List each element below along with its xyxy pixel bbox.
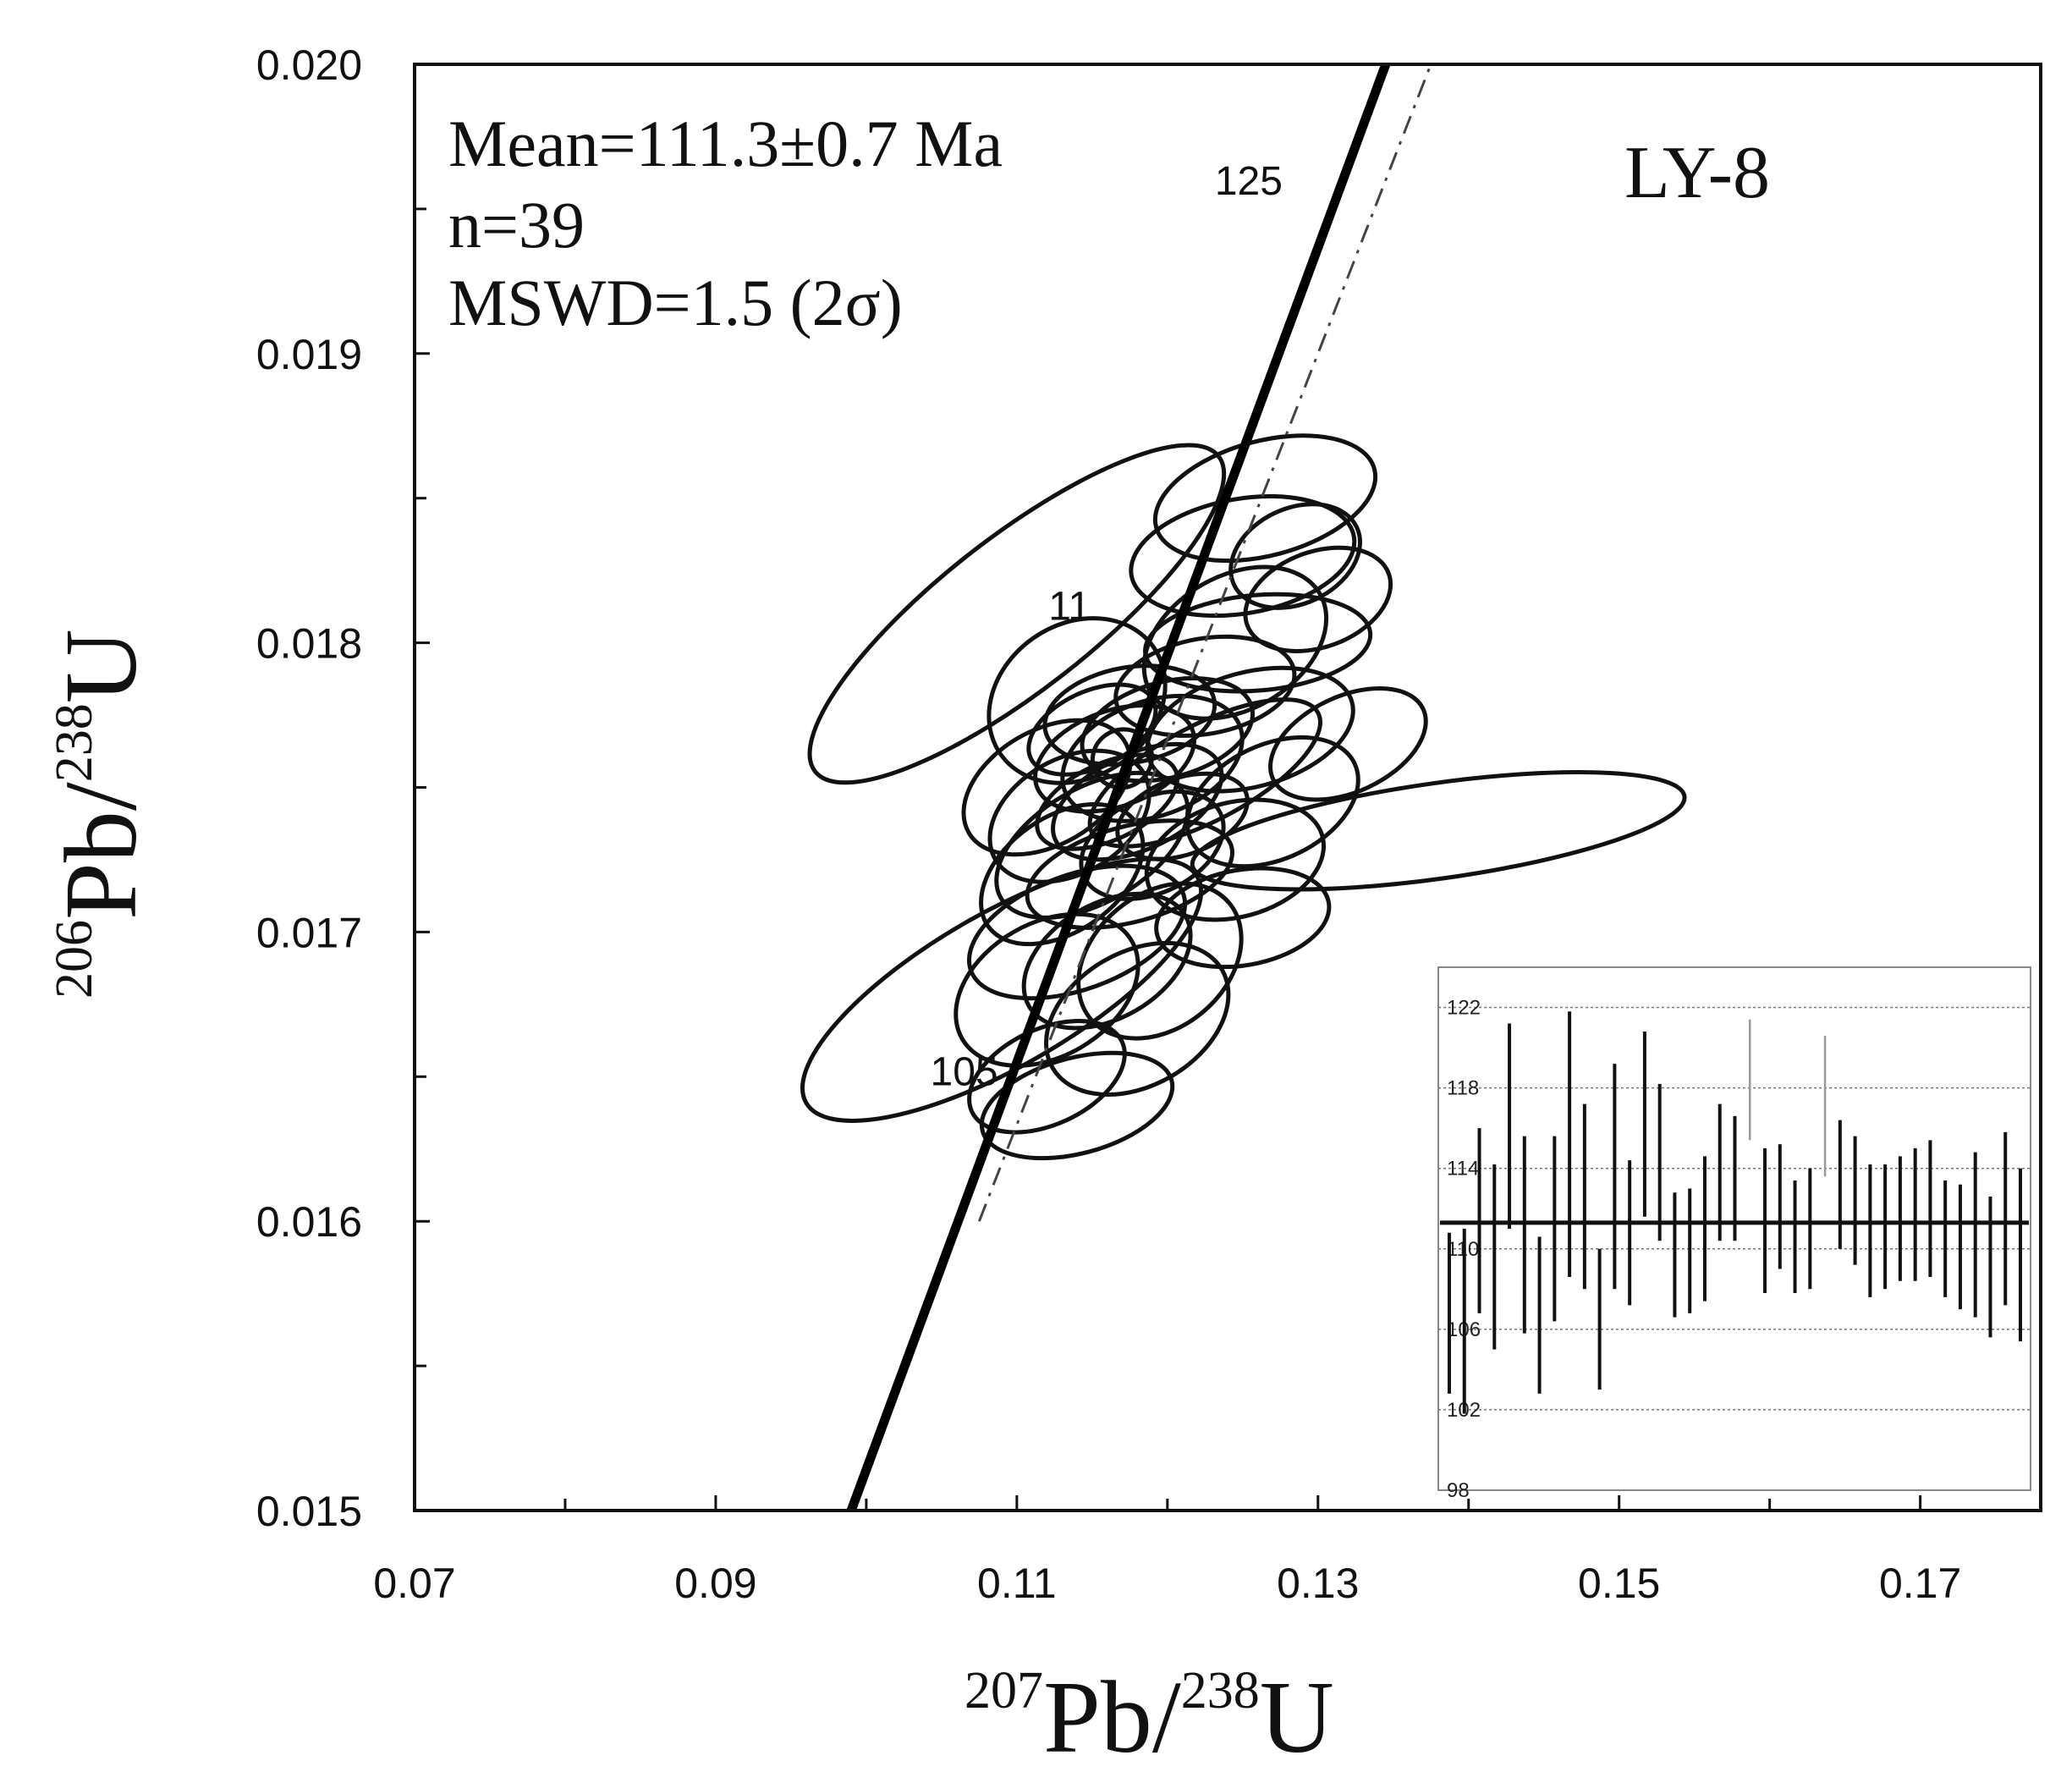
x-tick-label: 0.15	[1578, 1560, 1660, 1607]
x-tick-label: 0.11	[977, 1560, 1057, 1607]
y-tick-label: 0.016	[256, 1198, 362, 1246]
x-axis-title-elem1: Pb/	[1043, 1660, 1181, 1775]
x-axis-title-iso2: 238	[1181, 1662, 1260, 1720]
y-axis-title: 206Pb/238U	[44, 629, 158, 999]
x-axis-ticks: 0.07 0.09 0.11 0.13 0.15 0.17	[373, 1495, 1961, 1607]
y-axis-title-iso2: 238	[46, 703, 103, 782]
y-axis-title-elem1: Pb/	[44, 782, 158, 920]
y-axis-ticks: 0.015 0.016 0.017 0.018 0.019 0.020	[256, 41, 430, 1535]
error-ellipse-34	[1228, 502, 1362, 610]
error-ellipse-21	[1184, 735, 1360, 869]
error-ellipse-32	[1243, 545, 1393, 653]
sample-label: LY-8	[1624, 132, 1770, 214]
y-tick-label: 0.020	[256, 41, 362, 89]
x-tick-label: 0.07	[373, 1560, 455, 1607]
x-tick-label: 0.13	[1277, 1560, 1359, 1607]
y-axis-title-iso1: 206	[46, 920, 103, 999]
inset-tick-label: 114	[1447, 1158, 1479, 1180]
error-ellipse-39	[800, 856, 1204, 1123]
y-axis-title-elem2: U	[44, 629, 158, 703]
error-ellipse-38	[807, 443, 1227, 785]
y-tick-label: 0.015	[256, 1488, 362, 1535]
concordia-age-labels: 125 11 105	[931, 159, 1283, 1095]
inset-tick-label: 122	[1447, 997, 1481, 1020]
x-axis-title-elem2: U	[1260, 1660, 1334, 1775]
error-ellipse-23	[1021, 891, 1193, 1031]
concordia-line	[846, 66, 1390, 1509]
error-ellipse-18	[1145, 665, 1355, 794]
inset-error-bars	[1448, 1011, 2022, 1414]
y-tick-label: 0.019	[256, 331, 362, 378]
concordia-curve	[846, 66, 1432, 1509]
y-tick-label: 0.017	[256, 909, 362, 956]
error-ellipse-22	[1113, 634, 1297, 738]
concordia-error-envelope	[977, 66, 1432, 1222]
error-ellipse-4	[961, 718, 1133, 857]
error-ellipse-25	[1044, 940, 1231, 1097]
mean-age-text: Mean=111.3±0.7 Ma	[448, 107, 1003, 180]
error-ellipse-24	[954, 911, 1140, 1068]
x-tick-label: 0.17	[1879, 1560, 1961, 1607]
x-tick-label: 0.09	[674, 1560, 756, 1607]
error-ellipse-13	[1035, 752, 1179, 851]
weighted-mean-inset: 98102106110114118122	[1437, 966, 2031, 1502]
n-count-text: n=39	[448, 188, 585, 261]
error-ellipse-27	[979, 1050, 1175, 1161]
error-ellipse-35	[1268, 685, 1428, 802]
age-label-125: 125	[1215, 159, 1283, 204]
age-label-105: 105	[931, 1050, 998, 1095]
x-axis-title: 207Pb/238U	[965, 1660, 1334, 1775]
mswd-text: MSWD=1.5 (2σ)	[448, 266, 903, 339]
error-ellipse-36	[1090, 727, 1154, 790]
age-label-11: 11	[1048, 584, 1091, 629]
y-tick-label: 0.018	[256, 620, 362, 668]
error-ellipses	[800, 433, 1687, 1161]
error-ellipse-19	[1154, 866, 1332, 970]
error-ellipse-16	[1025, 818, 1235, 930]
x-axis-title-iso1: 207	[965, 1662, 1043, 1720]
error-ellipse-31	[1129, 493, 1357, 619]
error-ellipse-28	[1076, 881, 1244, 1041]
inset-tick-label: 118	[1447, 1077, 1479, 1100]
error-ellipse-37	[1190, 770, 1687, 892]
inset-tick-label: 98	[1447, 1479, 1470, 1502]
